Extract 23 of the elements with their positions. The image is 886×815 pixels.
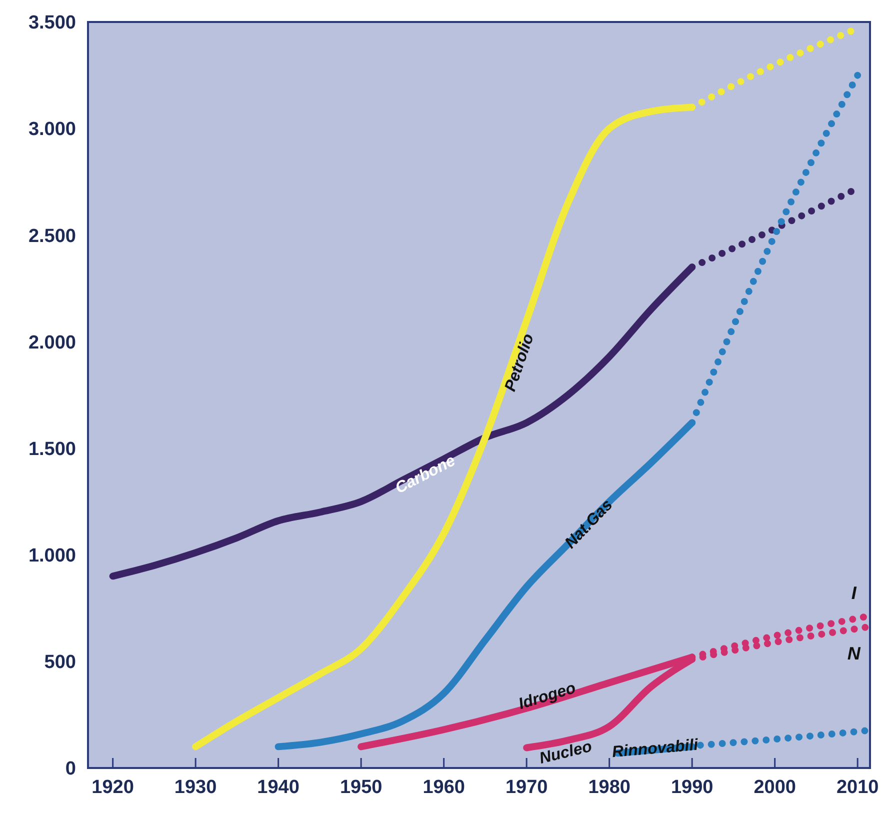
y-tick-label: 2.000 <box>28 332 76 354</box>
x-tick-label: 1950 <box>340 777 382 798</box>
x-tick-label: 1960 <box>422 777 465 798</box>
annotation: I <box>851 582 858 603</box>
series-label: Rinnovabili <box>611 736 700 762</box>
y-tick-label: 0 <box>65 758 76 780</box>
annotation: N <box>847 644 862 664</box>
x-tick-label: 1940 <box>257 777 300 798</box>
y-tick-label: 2.500 <box>28 226 76 247</box>
x-tick-label: 1920 <box>92 777 134 798</box>
y-tick-label: 1.000 <box>28 546 76 567</box>
y-tick-label: 1.500 <box>28 438 76 460</box>
y-tick-label: 3.500 <box>28 12 76 34</box>
text: Nucleo <box>538 738 594 768</box>
text: Idrogeo <box>516 680 578 714</box>
x-tick-label: 2000 <box>754 777 796 798</box>
x-tick-label: 1970 <box>505 777 548 798</box>
y-tick-label: 500 <box>44 652 76 674</box>
x-tick-label: 1990 <box>670 777 714 798</box>
x-tick-label: 2010 <box>836 777 879 798</box>
y-tick-label: 3.000 <box>28 119 76 140</box>
x-tick-label: 1930 <box>174 777 217 798</box>
x-tick-label: 1980 <box>588 777 630 798</box>
